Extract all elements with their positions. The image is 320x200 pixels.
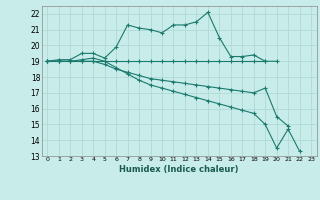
X-axis label: Humidex (Indice chaleur): Humidex (Indice chaleur) [119, 165, 239, 174]
